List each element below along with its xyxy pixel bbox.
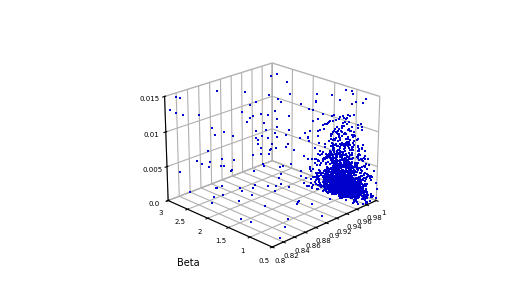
Y-axis label: Beta: Beta: [177, 258, 200, 268]
